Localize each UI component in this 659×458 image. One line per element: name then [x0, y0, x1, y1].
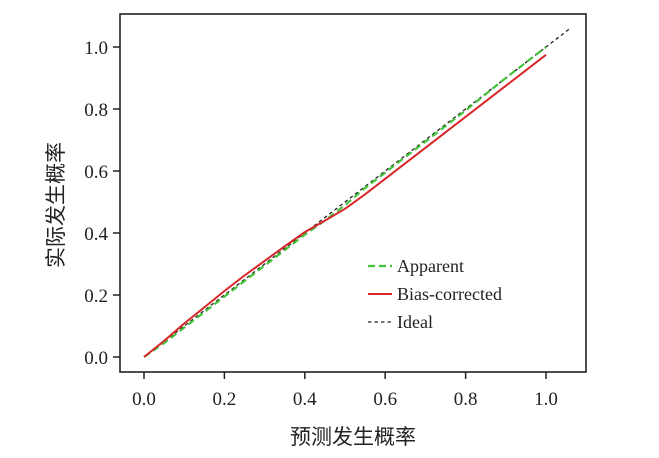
plot-frame: [119, 13, 587, 373]
legend-label: Bias-corrected: [397, 284, 502, 304]
x-tick-label: 0.4: [293, 389, 317, 410]
x-axis-title: 预测发生概率: [290, 425, 416, 449]
legend: Apparent Bias-corrected Ideal: [368, 256, 502, 332]
x-tick-label: 0.8: [454, 389, 478, 410]
y-tick-label: 0.4: [84, 224, 108, 245]
y-tick-label: 0.8: [84, 100, 108, 121]
series-layer: [143, 27, 571, 358]
y-axis: 0.0 0.2 0.4 0.6 0.8 1.0: [84, 38, 120, 369]
y-tick-label: 0.0: [84, 348, 108, 369]
series-line-apparent: [143, 46, 547, 358]
series-line-ideal: [143, 27, 571, 358]
x-tick-label: 0.6: [373, 389, 397, 410]
y-tick-label: 0.2: [84, 286, 108, 307]
y-tick-label: 1.0: [84, 38, 108, 59]
x-tick-label: 0.2: [213, 389, 237, 410]
y-tick-label: 0.6: [84, 162, 108, 183]
series-line-bias-corrected: [143, 54, 547, 358]
x-tick-label: 0.0: [132, 389, 156, 410]
x-axis: 0.0 0.2 0.4 0.6 0.8 1.0: [132, 372, 558, 410]
x-tick-label: 1.0: [534, 389, 558, 410]
y-axis-title: 实际发生概率: [44, 142, 68, 268]
legend-label: Apparent: [397, 256, 464, 276]
legend-label: Ideal: [397, 312, 433, 332]
